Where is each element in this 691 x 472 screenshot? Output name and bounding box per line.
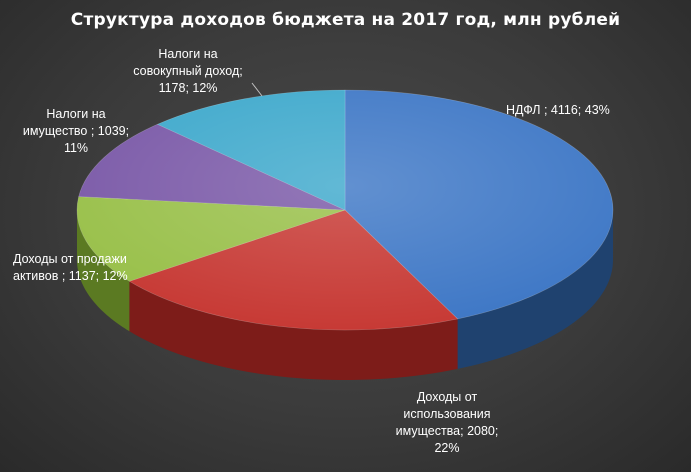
slice-label-aggregate-income-taxes: Налоги на совокупный доход; 1178; 12% [133, 47, 243, 95]
slice-label-property-use-income: Доходы от использования имущества; 2080;… [395, 390, 499, 455]
pie-sides [77, 210, 613, 380]
pie-side-ndfl [457, 210, 613, 369]
leader-lines [251, 82, 263, 97]
pie-side-property-use-income [129, 281, 458, 380]
pie-shine [77, 90, 613, 330]
chart-title: Структура доходов бюджета на 2017 год, м… [70, 10, 621, 30]
slice-label-property-taxes: Налоги на имущество ; 1039; 11% [22, 107, 130, 155]
slice-label-asset-sales-income: Доходы от продажи активов ; 1137; 12% [13, 252, 128, 283]
leader-line-aggregate-income-taxes [251, 82, 263, 97]
pie-side-asset-sales-income [77, 210, 130, 332]
slice-label-ndfl: НДФЛ ; 4116; 43% [506, 103, 610, 117]
pie-tops [76, 89, 614, 331]
